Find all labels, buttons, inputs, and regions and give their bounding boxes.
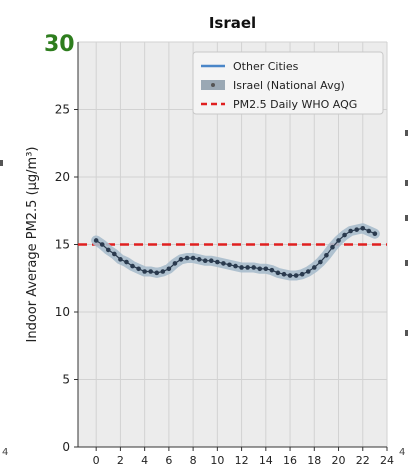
data-point	[172, 261, 178, 266]
data-point	[130, 263, 135, 269]
data-point	[293, 273, 299, 278]
data-point	[263, 266, 269, 272]
data-point	[124, 259, 129, 265]
data-point	[221, 261, 226, 266]
data-point	[154, 270, 160, 276]
legend-label: Other Cities	[233, 60, 299, 73]
data-point	[257, 266, 263, 272]
data-point	[360, 226, 366, 231]
x-tick-label: 20	[332, 454, 346, 467]
legend-label: PM2.5 Daily WHO AQG	[233, 98, 357, 111]
data-point	[311, 265, 317, 270]
legend-swatch-marker	[211, 83, 215, 87]
x-tick-label: 14	[259, 454, 273, 467]
data-point	[299, 271, 305, 277]
y-tick-label: 15	[55, 238, 70, 252]
y-tick-label: 5	[62, 373, 70, 387]
data-point	[336, 238, 341, 243]
data-point	[227, 262, 232, 268]
x-tick-label: 6	[165, 454, 172, 467]
x-tick-label: 10	[210, 454, 224, 467]
data-point	[372, 231, 378, 236]
data-point	[233, 263, 238, 269]
data-point	[287, 273, 293, 278]
corner-value-label: 30	[44, 32, 75, 57]
data-point	[330, 244, 335, 250]
data-point	[93, 238, 99, 243]
data-point	[202, 258, 208, 264]
legend-box	[192, 51, 384, 115]
data-point	[281, 271, 287, 277]
data-point	[215, 259, 220, 265]
data-point	[275, 270, 281, 276]
y-tick-label: 25	[55, 103, 70, 117]
data-point	[324, 253, 329, 258]
y-tick-label: 0	[62, 440, 70, 454]
data-point	[190, 255, 196, 261]
data-point	[269, 267, 275, 273]
y-axis-label: Indoor Average PM2.5 (μg/m³)	[25, 146, 40, 342]
data-point	[118, 257, 123, 262]
data-point	[366, 228, 372, 234]
data-point	[354, 227, 360, 232]
chart-title: Israel	[209, 14, 256, 32]
right-edge-mark	[405, 180, 408, 186]
data-point	[178, 257, 184, 262]
data-point	[342, 232, 347, 238]
y-tick-label: 10	[55, 305, 70, 319]
right-edge-mark	[405, 130, 408, 136]
x-tick-label: 12	[235, 454, 249, 467]
left-edge-mark	[0, 160, 3, 166]
data-point	[148, 269, 154, 274]
right-edge-mark	[405, 330, 408, 336]
data-point	[136, 266, 141, 272]
right-edge-mark	[405, 215, 408, 221]
x-tick-label: 4	[141, 454, 148, 467]
data-point	[160, 269, 166, 274]
data-point	[196, 257, 202, 262]
data-point	[208, 258, 214, 264]
data-point	[305, 269, 311, 274]
data-point	[251, 265, 257, 270]
x-tick-label: 2	[117, 454, 124, 467]
right-edge-mark	[405, 260, 408, 266]
y-tick-label: 20	[55, 170, 70, 184]
data-point	[348, 228, 353, 234]
data-point	[239, 265, 244, 270]
data-point	[105, 247, 111, 253]
data-point	[112, 251, 117, 257]
legend-label: Israel (National Avg)	[233, 79, 345, 92]
x-tick-label: 24	[380, 454, 394, 467]
right-edge-tick-label: 4	[399, 447, 406, 458]
x-tick-label: 18	[307, 454, 321, 467]
data-point	[166, 266, 172, 272]
data-point	[184, 255, 190, 261]
data-point	[142, 269, 147, 274]
left-edge-tick-label: 4	[2, 447, 9, 458]
x-tick-label: 0	[93, 454, 100, 467]
data-point	[245, 265, 250, 270]
data-point	[318, 259, 323, 265]
x-tick-label: 16	[283, 454, 297, 467]
data-point	[99, 242, 105, 247]
x-tick-label: 22	[356, 454, 370, 467]
x-tick-label: 8	[190, 454, 197, 467]
